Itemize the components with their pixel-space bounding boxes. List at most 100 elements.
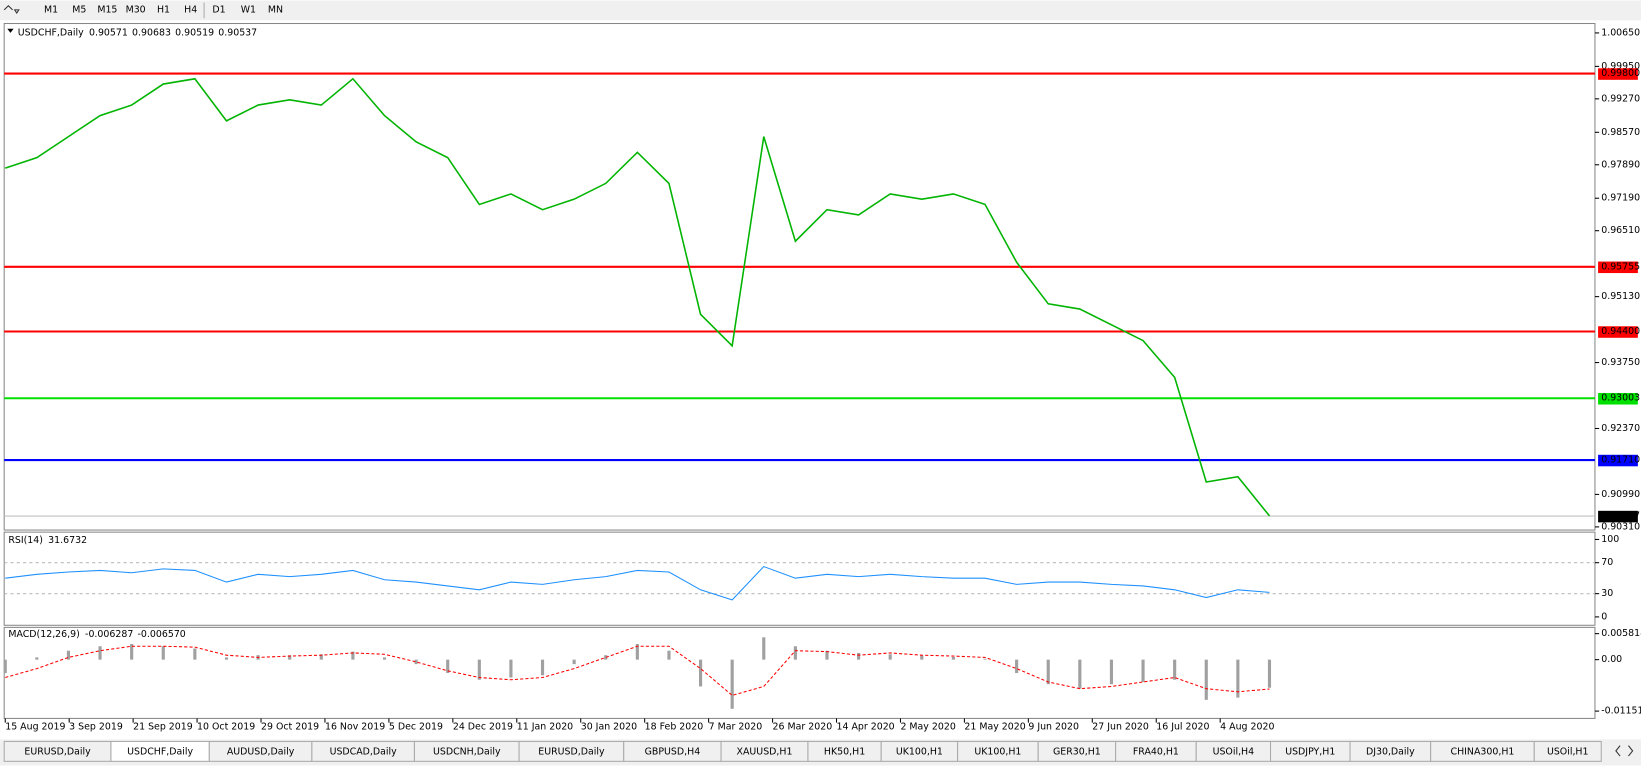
indicator-value: -0.006570	[138, 629, 186, 640]
tab-label[interactable]: CHINA300,H1	[1451, 746, 1515, 757]
x-tick-label: 14 Apr 2020	[837, 721, 895, 732]
timeframe-button[interactable]: D1	[212, 4, 225, 15]
x-tick-label: 15 Aug 2019	[5, 721, 65, 732]
tab-label[interactable]: USDJPY,H1	[1285, 746, 1335, 757]
x-tick-label: 11 Jan 2020	[517, 721, 573, 732]
rsi-panel	[3, 531, 1596, 626]
level-label: 0.93003	[1601, 393, 1640, 404]
tab-label[interactable]: UK100,H1	[974, 746, 1021, 757]
level-label: 0.95755	[1601, 261, 1640, 272]
tab-label[interactable]: XAUUSD,H1	[737, 746, 793, 757]
tab-label[interactable]: GER30,H1	[1053, 746, 1101, 757]
tab-label[interactable]: EURUSD,Daily	[24, 746, 91, 757]
tab-label[interactable]: UK100,H1	[896, 746, 943, 757]
panel-title: RSI(14)	[8, 535, 43, 546]
y-tick-label: 0.90990	[1601, 489, 1640, 500]
indicator-value: -0.006287	[85, 629, 133, 640]
y-tick-label: 0.93750	[1601, 357, 1640, 368]
rsi-line	[5, 565, 1270, 601]
x-tick-label: 26 Mar 2020	[773, 721, 833, 732]
y-tick-label: 100	[1601, 534, 1619, 545]
y-tick-label: 0.005818	[1601, 628, 1641, 639]
level-label-box	[1598, 393, 1638, 405]
timeframe-button[interactable]: M15	[97, 4, 117, 15]
tab-label[interactable]: USOil,H1	[1547, 746, 1589, 757]
x-tick-label: 10 Oct 2019	[197, 721, 255, 732]
tab-label[interactable]: HK50,H1	[824, 746, 865, 757]
x-tick-label: 30 Jan 2020	[581, 721, 637, 732]
indicator-value: 0.90519	[175, 27, 214, 38]
macd-signal	[5, 645, 1270, 696]
dropdown-icon[interactable]	[7, 28, 14, 33]
y-tick-label: 1.00650	[1601, 27, 1640, 38]
toolbar-icon[interactable]	[3, 4, 20, 14]
indicator-value: 0.90537	[218, 27, 257, 38]
level-label: 0.91710	[1601, 455, 1640, 466]
tab-label[interactable]: AUDUSD,Daily	[227, 746, 295, 757]
timeframe-button[interactable]: M1	[44, 4, 58, 15]
tab-scroll[interactable]	[1615, 745, 1634, 757]
price-line	[4, 77, 1271, 517]
macd-panel	[3, 626, 1596, 719]
x-tick-label: 18 Feb 2020	[645, 721, 704, 732]
tab-label[interactable]: FRA40,H1	[1133, 746, 1179, 757]
x-tick-label: 2 May 2020	[900, 721, 955, 732]
x-tick-label: 21 Sep 2019	[133, 721, 193, 732]
timeframe-button[interactable]: M30	[126, 4, 146, 15]
timeframe-button[interactable]: MN	[268, 4, 283, 15]
tab-label[interactable]: USDCHF,Daily	[127, 746, 193, 757]
y-tick-label: 0.00	[1601, 654, 1622, 665]
tab-label[interactable]: GBPUSD,H4	[645, 746, 701, 757]
x-tick-label: 3 Sep 2019	[69, 721, 123, 732]
x-tick-label: 29 Oct 2019	[261, 721, 319, 732]
tab-label[interactable]: USDCNH,Daily	[433, 746, 501, 757]
x-tick-label: 9 Jun 2020	[1028, 721, 1079, 732]
y-tick-label: 0.92370	[1601, 423, 1640, 434]
level-label-box	[1598, 261, 1638, 274]
x-tick-label: 5 Dec 2019	[389, 721, 443, 732]
x-tick-label: 16 Jul 2020	[1156, 721, 1209, 732]
x-tick-label: 7 Mar 2020	[709, 721, 763, 732]
timeframe-button[interactable]: W1	[241, 4, 256, 15]
level-label: 0.94400	[1601, 326, 1640, 337]
tab-label[interactable]: USOil,H4	[1213, 746, 1255, 757]
y-tick-label: 0.99950	[1601, 61, 1640, 72]
y-tick-label: 0.97890	[1601, 159, 1640, 170]
y-tick-label: 0.96510	[1601, 225, 1640, 236]
y-tick-label: 30	[1601, 588, 1613, 599]
level-label-box	[1598, 454, 1638, 467]
y-tick-label: 0	[1601, 611, 1607, 622]
indicator-value: 31.6732	[48, 535, 87, 546]
x-tick-label: 21 May 2020	[964, 721, 1025, 732]
tab-label[interactable]: DJ30,Daily	[1366, 746, 1415, 757]
panel-title: USDCHF,Daily	[18, 27, 84, 38]
y-tick-label: -0.011514	[1601, 706, 1641, 717]
timeframe-button[interactable]: M5	[72, 4, 86, 15]
tab[interactable]	[1533, 740, 1602, 762]
toolbar	[0, 0, 1641, 21]
x-tick-label: 4 Aug 2020	[1220, 721, 1274, 732]
timeframe-button[interactable]: H1	[157, 4, 170, 15]
x-tick-label: 27 Jun 2020	[1092, 721, 1149, 732]
x-tick-label: 24 Dec 2019	[453, 721, 513, 732]
timeframe-button[interactable]: H4	[184, 4, 197, 15]
y-tick-label: 0.95130	[1601, 291, 1640, 302]
indicator-value: 0.90571	[89, 27, 128, 38]
price-panel	[3, 22, 1596, 531]
x-tick-label: 16 Nov 2019	[325, 721, 385, 732]
current-price-box	[1598, 510, 1638, 523]
y-tick-label: 0.97190	[1601, 193, 1640, 204]
level-label: 0.99800	[1601, 68, 1640, 79]
y-tick-label: 0.99270	[1601, 93, 1640, 104]
tab-label[interactable]: EURUSD,Daily	[538, 746, 605, 757]
indicator-value: 0.90683	[132, 27, 171, 38]
level-label-box	[1598, 68, 1638, 80]
tab-label[interactable]: USDCAD,Daily	[330, 746, 398, 757]
y-tick-label: 0.98570	[1601, 127, 1640, 138]
panel-title: MACD(12,26,9)	[8, 629, 79, 640]
y-tick-label: 0.90310	[1601, 521, 1640, 532]
current-price-label: 0.90537	[1601, 511, 1640, 522]
level-label-box	[1598, 326, 1638, 338]
